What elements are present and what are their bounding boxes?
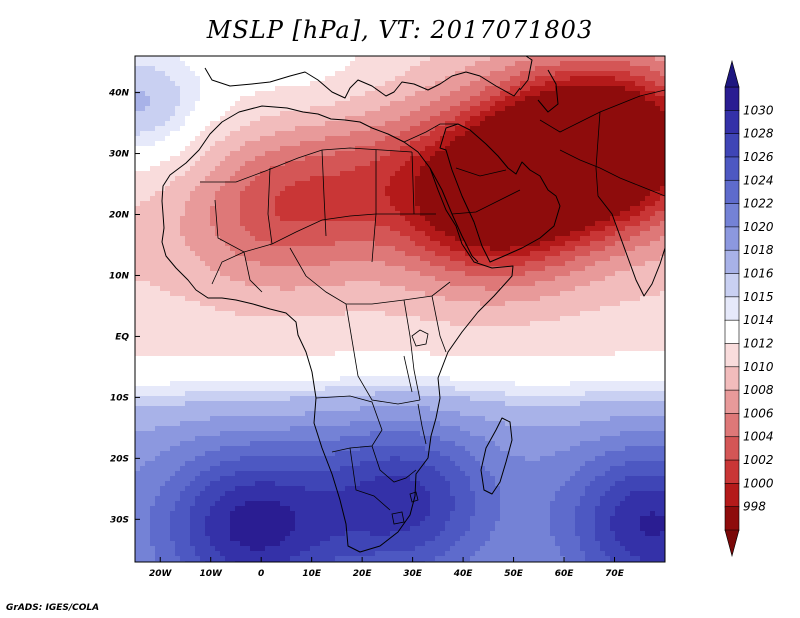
y-tick-label: EQ xyxy=(115,332,129,342)
colorbar-segment xyxy=(724,86,740,112)
caspian-coastline xyxy=(519,56,559,113)
colorbar-label: 1030 xyxy=(743,103,774,117)
arabia-coastline xyxy=(439,123,561,263)
x-tick-label: 10W xyxy=(199,569,223,579)
pressure-field xyxy=(135,56,665,562)
colorbar-segment xyxy=(724,366,740,391)
colorbar-label: 1028 xyxy=(743,127,774,141)
x-tick-label: 20E xyxy=(353,569,373,579)
colorbar-segment xyxy=(724,133,740,158)
axis-ticks: 20W 10W 0 10E 20E 30E 40E 50E 60E 70E 40N 30N 20N 10N… xyxy=(108,89,625,579)
colorbar-label: 1024 xyxy=(743,173,774,187)
y-tick-label: 10S xyxy=(110,393,129,403)
lakes xyxy=(391,329,429,525)
colorbar-segment xyxy=(724,389,740,415)
europe-coastline xyxy=(204,67,521,99)
grads-credit: GrADS: IGES/COLA xyxy=(6,603,100,613)
colorbar-label: 1018 xyxy=(743,243,774,257)
colorbar-segment xyxy=(724,110,740,135)
x-tick-label: 30E xyxy=(403,569,423,579)
madagascar-coastline xyxy=(480,417,513,495)
colorbar-segment xyxy=(724,179,740,205)
india-coastline xyxy=(597,195,665,297)
x-tick-label: 20W xyxy=(149,569,173,579)
x-tick-label: 10E xyxy=(302,569,322,579)
colorbar-segment xyxy=(724,296,740,321)
colorbar-label: 1008 xyxy=(743,383,774,397)
colorbar-top-arrow xyxy=(724,59,740,88)
colorbar-segment xyxy=(724,226,740,251)
x-tick-label: 70E xyxy=(605,569,625,579)
colorbar-label: 1002 xyxy=(743,453,774,467)
country-borders xyxy=(200,89,665,511)
plot-title: MSLP [hPa], VT: 2017071803 xyxy=(206,16,594,44)
colorbar-label: 1000 xyxy=(743,476,774,490)
redsea-coastline xyxy=(429,167,479,263)
colorbar-label: 1016 xyxy=(743,267,774,281)
colorbar-segment xyxy=(724,459,740,485)
plot-frame xyxy=(134,55,666,563)
colorbar-label: 1015 xyxy=(743,290,774,304)
colorbar-label: 1010 xyxy=(743,360,774,374)
colorbar-segment xyxy=(724,343,740,368)
colorbar: 1030 1028 1026 1024 1022 1020 1018 1016 1015 1014… xyxy=(724,59,774,558)
colorbar-label: 1004 xyxy=(743,430,774,444)
colorbar-segment xyxy=(724,319,740,345)
colorbar-label: 1020 xyxy=(743,220,774,234)
y-tick-label: 20N xyxy=(109,211,130,221)
colorbar-segment xyxy=(724,203,740,228)
colorbar-label: 1006 xyxy=(743,406,774,420)
y-tick-label: 10N xyxy=(109,271,130,281)
x-tick-label: 0 xyxy=(258,569,264,579)
colorbar-segment xyxy=(724,483,740,508)
y-tick-label: 40N xyxy=(108,89,130,99)
colorbar-label: 1014 xyxy=(743,313,774,327)
y-tick-label: 30S xyxy=(110,515,129,525)
colorbar-segment xyxy=(724,436,740,461)
africa-coastline xyxy=(161,105,514,553)
colorbar-segment xyxy=(724,506,740,531)
x-tick-label: 40E xyxy=(453,569,474,579)
colorbar-segment xyxy=(724,249,740,275)
colorbar-segment xyxy=(724,273,740,298)
x-tick-label: 50E xyxy=(504,569,524,579)
y-tick-label: 30N xyxy=(109,150,130,160)
x-tick-label: 60E xyxy=(555,569,575,579)
colorbar-segment xyxy=(724,413,740,438)
colorbar-segment xyxy=(724,156,740,181)
y-tick-label: 20S xyxy=(110,454,129,464)
colorbar-label: 1026 xyxy=(743,150,774,164)
colorbar-label: 1022 xyxy=(743,197,774,211)
colorbar-label: 1012 xyxy=(743,336,774,350)
colorbar-label: 998 xyxy=(743,500,766,514)
coastlines xyxy=(161,56,665,553)
colorbar-bottom-arrow xyxy=(724,529,740,558)
